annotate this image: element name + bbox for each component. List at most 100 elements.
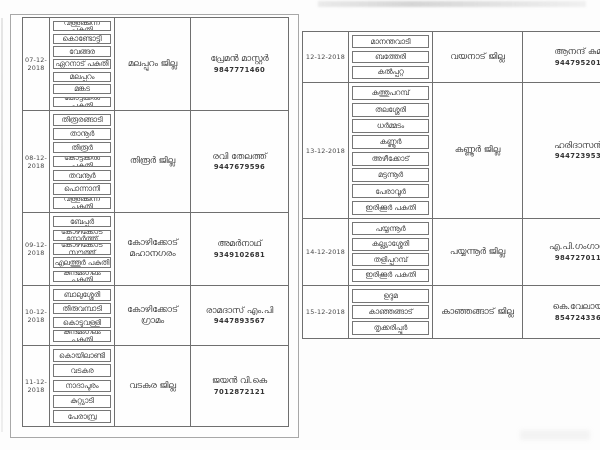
contact-cell: അമർനാഥ് 9349102681 (191, 213, 288, 285)
place-cell: കോഴിക്കോട് സൗത്ത് (53, 243, 111, 255)
contact-name: പ്രേമൻ മാസ്റ്റർ (210, 54, 269, 65)
district-cell: മലപ്പുറം ജില്ല (115, 18, 191, 110)
contact-name: രാമദാസ് എം.പി (205, 305, 274, 316)
place-cell: താനൂർ (53, 128, 111, 140)
contact-cell: ഹരിദാസൻ 944723953 (523, 83, 600, 218)
scan-smudge-artifact (318, 1, 586, 7)
place-cell: ഇരിക്കൂർ പകുതി (352, 268, 429, 282)
contact-cell: രാമദാസ് എം.പി 9447893567 (191, 286, 288, 345)
places-cell-group: ബാലുശ്ശേരി തിരുവമ്പാടി കൊടുവള്ളി കുന്ദമംഗലം… (50, 286, 115, 345)
date-cell: 11-12-2018 (23, 346, 50, 426)
places-cell-group: വള്ളിക്കുന്ന് പകുതി കൊണ്ടോട്ടി വേങ്ങര ഏറനാട… (50, 18, 115, 110)
place-cell: പയ്യന്നൂർ (352, 222, 429, 236)
contact-cell: പ്രേമൻ മാസ്റ്റർ 9847771460 (191, 18, 288, 110)
contact-cell: ആനന്ദ് കുമ 944795201 (523, 32, 600, 82)
date-cell: 12-12-2018 (303, 32, 349, 82)
table-row: 10-12-2018 ബാലുശ്ശേരി തിരുവമ്പാടി കൊടുവള്ളി… (23, 286, 288, 346)
place-cell: കുന്ദമംഗലം പകുതി (53, 270, 111, 282)
date-cell: 07-12-2018 (23, 18, 50, 110)
place-cell: കൽപ്പറ്റ (352, 65, 429, 79)
place-cell: വള്ളിക്കുന്ന് പകുതി (53, 21, 111, 32)
contact-name: ആനന്ദ് കുമ (554, 47, 600, 58)
contact-phone: 9847771460 (213, 65, 266, 74)
place-cell: കുത്തുപറമ്പ് (352, 86, 429, 101)
place-cell: തിരൂരങ്ങാടി (53, 114, 111, 126)
place-cell: പൊന്നാനി (53, 183, 111, 195)
contact-phone: 854724336 (554, 313, 600, 322)
district-cell: കണ്ണൂർ ജില്ല (433, 83, 523, 218)
contact-cell: രവി തേലത്ത് 9447679596 (191, 111, 288, 212)
district-cell: വടകര ജില്ല (115, 346, 191, 426)
scan-smudge-artifact (520, 430, 590, 440)
place-cell: കൊടുവള്ളി (53, 316, 111, 329)
contact-phone: 7012872121 (213, 387, 266, 396)
table-row: 14-12-2018 പയ്യന്നൂർ കല്ല്യാശ്ശേരി തളിപ്പറമ… (303, 219, 600, 286)
places-cell-group: പയ്യന്നൂർ കല്ല്യാശ്ശേരി തളിപ്പറമ്പ് ഇരിക്കൂ… (349, 219, 433, 285)
place-cell: തിരുവമ്പാടി (53, 302, 111, 315)
place-cell: തലശ്ശേരി (352, 102, 429, 117)
contact-name: രവി തേലത്ത് (212, 151, 267, 162)
place-cell: കോഴിക്കോട് നോർത്ത് (53, 229, 111, 241)
contact-phone: 944723953 (554, 152, 600, 161)
place-cell: മലപ്പുറം (53, 71, 111, 82)
place-cell: ധർമ്മടം (352, 118, 429, 133)
places-cell-group: മാനന്തവാടി ബത്തേരി കൽപ്പറ്റ (349, 32, 433, 82)
place-cell: നാദാപുരം (53, 379, 111, 393)
date-cell: 08-12-2018 (23, 111, 50, 212)
district-cell: പയ്യന്നൂർ ജില്ല (433, 219, 523, 285)
place-cell: കുറ്റ്യാടി (53, 394, 111, 408)
place-cell: തൃക്കരിപ്പൂർ (352, 321, 429, 335)
place-cell: മാനന്തവാടി (352, 35, 429, 49)
place-cell: കണ്ണൂർ (352, 135, 429, 150)
places-cell-group: കുത്തുപറമ്പ് തലശ്ശേരി ധർമ്മടം കണ്ണൂർ അഴീക്കോ… (349, 83, 433, 218)
place-cell: പേരാമ്പ്ര (53, 410, 111, 423)
place-cell: കോട്ടക്കൽ പകുതി (53, 155, 111, 168)
place-cell: ബത്തേരി (352, 50, 429, 64)
date-cell: 09-12-2018 (23, 213, 50, 285)
district-cell: കോഴിക്കോട് ഗ്രാമം (115, 286, 191, 345)
schedule-table-right: 12-12-2018 മാനന്തവാടി ബത്തേരി കൽപ്പറ്റ വയനാട… (302, 31, 600, 339)
place-cell: കോട്ടക്കൽ പകുതി (53, 96, 111, 107)
place-cell: കുന്ദമംഗലം പകുതി (53, 330, 111, 342)
place-cell: വടകര (53, 364, 111, 378)
district-cell: തിരൂർ ജില്ല (115, 111, 191, 212)
place-cell: കൊയിലാണ്ടി (53, 349, 111, 363)
date-cell: 10-12-2018 (23, 286, 50, 345)
place-cell: ബാലുശ്ശേരി (53, 289, 111, 301)
place-cell: ഏറനാട് പകുതി (53, 58, 111, 70)
places-cell-group: ഉദുമ കാഞ്ഞങ്ങാട് തൃക്കരിപ്പൂർ (349, 286, 433, 338)
contact-name: എ.പി.ഗംഗാധ (549, 242, 600, 253)
place-cell: കൊണ്ടോട്ടി (53, 33, 111, 44)
document-page-right: 12-12-2018 മാനന്തവാടി ബത്തേരി കൽപ്പറ്റ വയനാട… (300, 6, 600, 426)
place-cell: മട്ടന്നൂർ (352, 168, 429, 183)
table-row: 11-12-2018 കൊയിലാണ്ടി വടകര നാദാപുരം കുറ്റ്യാ… (23, 346, 288, 426)
place-cell: വേങ്ങര (53, 46, 111, 57)
contact-name: ജയൻ വി.കെ (211, 376, 268, 387)
places-cell-group: ബേപ്പൂർ കോഴിക്കോട് നോർത്ത് കോഴിക്കോട് സൗത്… (50, 213, 115, 285)
contact-phone: 984727011 (554, 253, 600, 262)
place-cell: അഴീക്കോട് (352, 151, 429, 166)
place-cell: തവനൂർ (53, 169, 111, 182)
table-row: 09-12-2018 ബേപ്പൂർ കോഴിക്കോട് നോർത്ത് കോഴിക… (23, 213, 288, 286)
contact-cell: കെ.വേലായു 854724336 (523, 286, 600, 338)
place-cell: പേരാവൂർ (352, 184, 429, 199)
contact-name: ഹരിദാസൻ (554, 140, 600, 151)
table-row: 13-12-2018 കുത്തുപറമ്പ് തലശ്ശേരി ധർമ്മടം കണ്… (303, 83, 600, 219)
table-row: 07-12-2018 വള്ളിക്കുന്ന് പകുതി കൊണ്ടോട്ടി വ… (23, 18, 288, 111)
place-cell: മങ്കട (53, 84, 111, 95)
contact-name: കെ.വേലായു (552, 302, 600, 313)
places-cell-group: കൊയിലാണ്ടി വടകര നാദാപുരം കുറ്റ്യാടി പേരാമ്പ്… (50, 346, 115, 426)
place-cell: തിരൂർ (53, 141, 111, 154)
table-row: 08-12-2018 തിരൂരങ്ങാടി താനൂർ തിരൂർ കോട്ടക്കൽ… (23, 111, 288, 213)
district-cell: കാഞ്ഞങ്ങാട് ജില്ല (433, 286, 523, 338)
date-cell: 13-12-2018 (303, 83, 349, 218)
contact-name: അമർനാഥ് (217, 239, 262, 250)
contact-phone: 944795201 (554, 58, 600, 67)
scan-edge-artifact (1, 18, 3, 432)
place-cell: കല്ല്യാശ്ശേരി (352, 237, 429, 251)
table-row: 15-12-2018 ഉദുമ കാഞ്ഞങ്ങാട് തൃക്കരിപ്പൂർ കാഞ… (303, 286, 600, 338)
table-row: 12-12-2018 മാനന്തവാടി ബത്തേരി കൽപ്പറ്റ വയനാട… (303, 32, 600, 83)
document-page-left: 07-12-2018 വള്ളിക്കുന്ന് പകുതി കൊണ്ടോട്ടി വ… (10, 14, 299, 438)
date-cell: 15-12-2018 (303, 286, 349, 338)
